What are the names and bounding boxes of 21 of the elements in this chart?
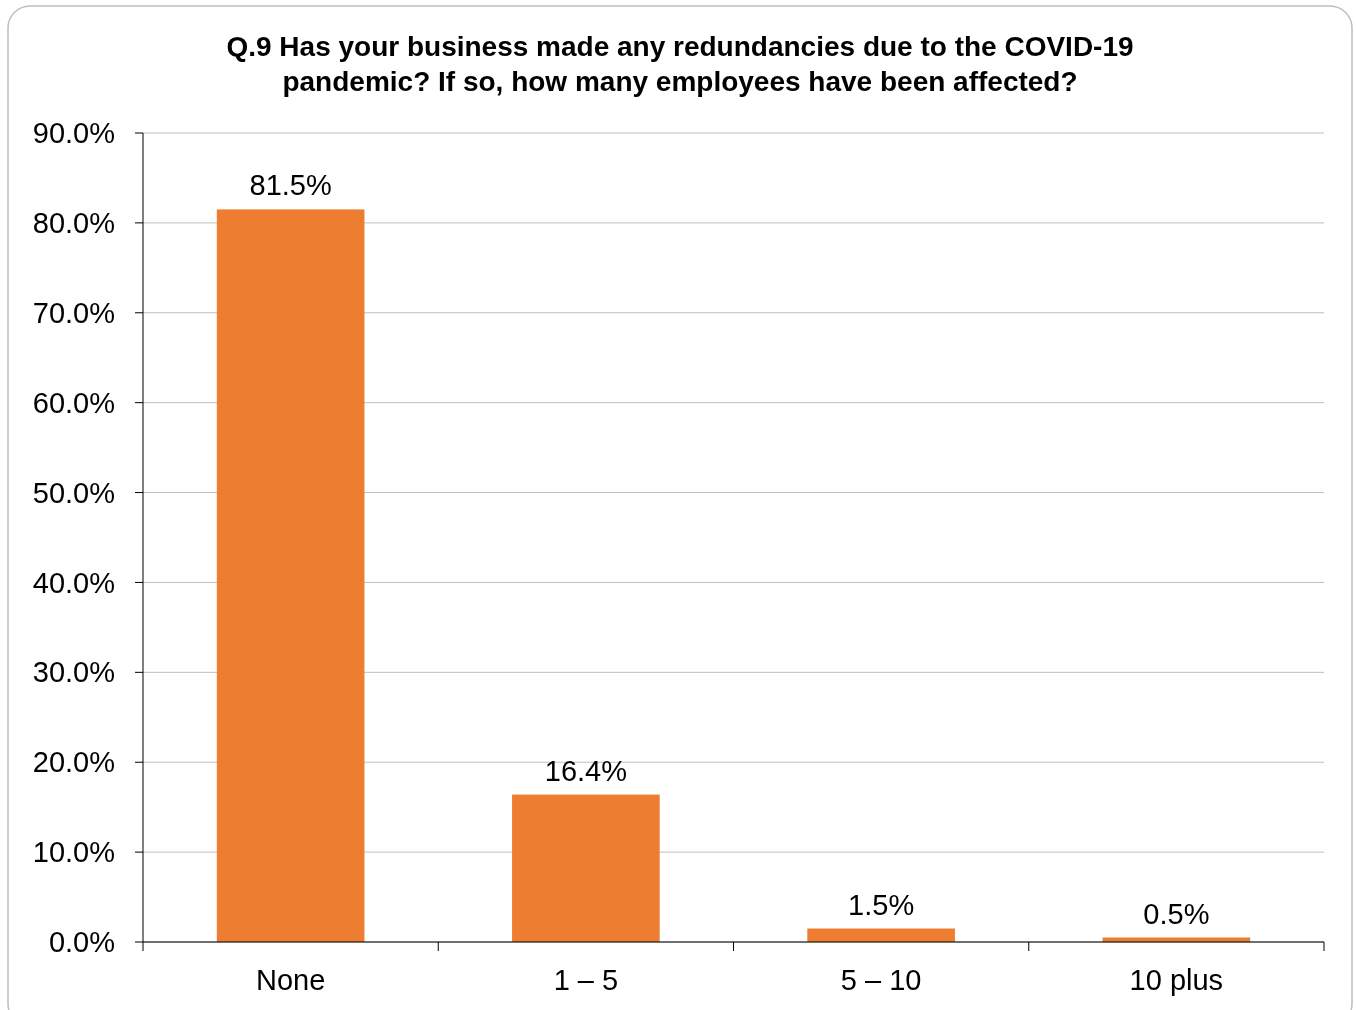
y-tick-label: 50.0% bbox=[32, 476, 115, 509]
y-tick-label: 70.0% bbox=[32, 296, 115, 329]
y-tick-label: 10.0% bbox=[32, 836, 115, 869]
bar bbox=[216, 209, 365, 942]
x-tick-label: 5 – 10 bbox=[840, 964, 922, 996]
y-tick-label: 30.0% bbox=[32, 656, 115, 689]
data-label: 16.4% bbox=[544, 754, 627, 787]
data-label: 1.5% bbox=[848, 888, 915, 921]
y-tick-label: 0.0% bbox=[48, 926, 115, 959]
chart-title: Q.9 Has your business made any redundancies due to the COVID-19 pandemic? If so, how many employees have been affected? bbox=[226, 31, 1134, 97]
x-tick-label: 10 plus bbox=[1129, 964, 1224, 996]
y-tick-label: 90.0% bbox=[32, 117, 115, 150]
y-tick-label: 60.0% bbox=[32, 386, 115, 419]
y-tick-label: 80.0% bbox=[32, 207, 115, 240]
x-tick-label: None bbox=[255, 964, 326, 996]
data-label: 0.5% bbox=[1143, 897, 1210, 930]
y-tick-label: 40.0% bbox=[32, 566, 115, 599]
x-tick-label: 1 – 5 bbox=[553, 964, 619, 996]
y-tick-label: 20.0% bbox=[32, 746, 115, 779]
data-label: 81.5% bbox=[249, 169, 332, 202]
bar bbox=[512, 794, 660, 942]
